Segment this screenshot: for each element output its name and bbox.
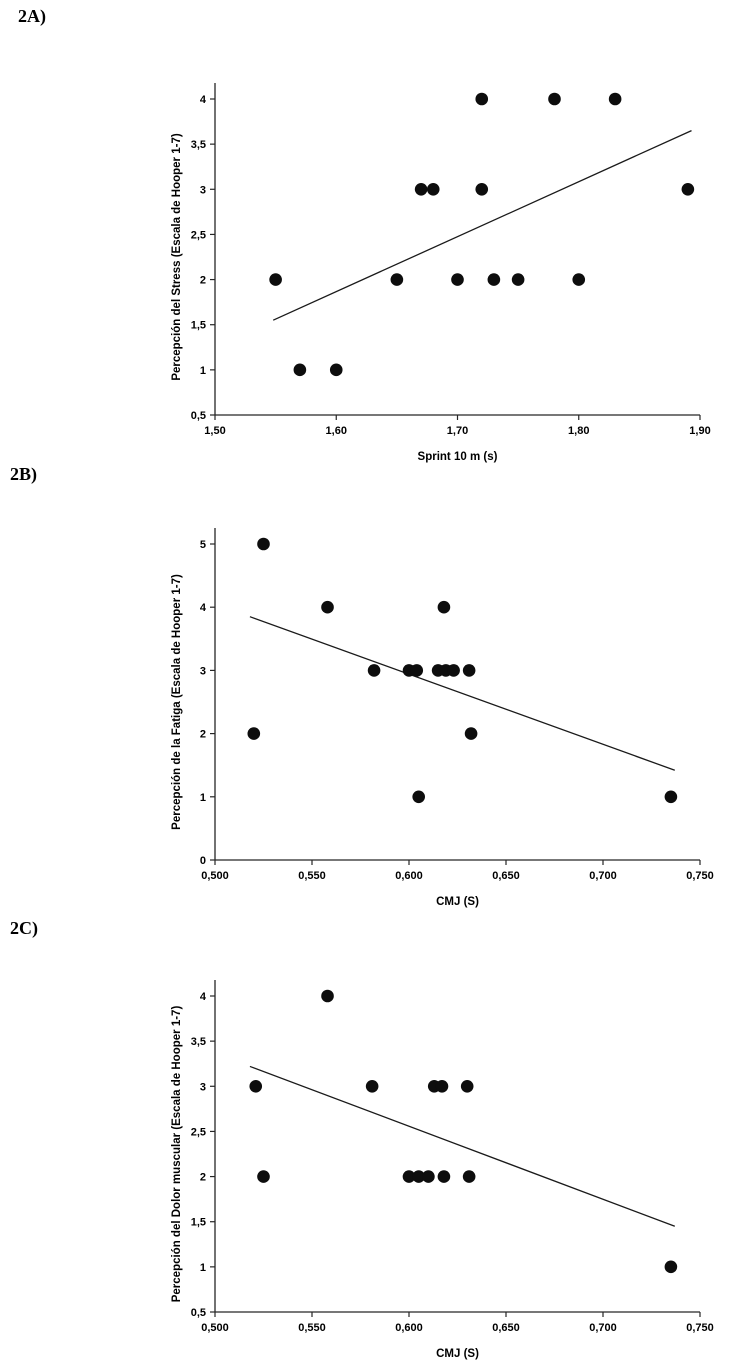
- data-point: [464, 727, 478, 740]
- y-tick-label: 2,5: [191, 1126, 206, 1138]
- data-point: [257, 1170, 270, 1183]
- data-point: [367, 664, 381, 677]
- x-tick-label: 0,500: [201, 1322, 229, 1334]
- data-point: [475, 92, 489, 106]
- y-tick-label: 5: [200, 539, 206, 551]
- y-tick-label: 1: [200, 792, 206, 804]
- y-tick-label: 4: [200, 991, 207, 1003]
- data-point: [412, 790, 426, 804]
- x-tick-label: 0,550: [298, 1322, 326, 1334]
- y-tick-label: 1: [200, 365, 206, 377]
- data-point: [548, 92, 561, 106]
- data-point: [462, 1170, 476, 1183]
- y-tick-label: 3: [200, 1081, 206, 1093]
- data-point: [664, 790, 678, 804]
- x-tick-label: 1,60: [326, 425, 347, 437]
- data-point: [293, 363, 307, 377]
- y-tick-label: 3,5: [191, 139, 206, 151]
- data-point: [475, 182, 489, 196]
- y-tick-label: 2: [200, 1172, 206, 1184]
- data-point: [269, 273, 282, 286]
- y-tick-label: 1,5: [191, 320, 206, 332]
- data-point: [402, 1170, 416, 1183]
- data-point: [321, 989, 334, 1003]
- y-tick-label: 0: [200, 855, 206, 867]
- x-tick-label: 0,500: [201, 870, 229, 882]
- scatter-chart-fatiga-vs-cmj: 0,500 0,550 0,600 0,650 0,700 0,750 0 1 2 3 4 5 CMJ …: [152, 500, 718, 912]
- data-point: [247, 727, 261, 740]
- data-point: [437, 600, 451, 614]
- data-point: [447, 664, 460, 677]
- y-axis-title: Percepción del Stress (Escala de Hooper …: [171, 133, 183, 381]
- data-point: [664, 1260, 678, 1274]
- y-tick-label: 0,5: [191, 1307, 206, 1319]
- y-tick-label: 2,5: [191, 229, 206, 241]
- trend-line: [272, 130, 692, 321]
- y-tick-label: 4: [200, 94, 207, 106]
- y-tick-label: 1: [200, 1262, 206, 1274]
- y-tick-label: 3: [200, 665, 206, 677]
- data-point: [451, 273, 464, 286]
- x-tick-label: 1,80: [568, 425, 589, 437]
- y-tick-label: 3: [200, 184, 206, 196]
- y-axis-title: Percepción de la Fatiga (Escala de Hoope…: [171, 574, 183, 830]
- x-tick-label: 0,750: [686, 870, 714, 882]
- y-tick-label: 3,5: [191, 1036, 206, 1048]
- x-tick-label: 1,90: [689, 425, 710, 437]
- data-point: [329, 363, 343, 377]
- x-tick-label: 0,650: [492, 870, 520, 882]
- data-point: [462, 664, 476, 677]
- data-point: [437, 1170, 451, 1183]
- data-point: [511, 273, 525, 286]
- x-axis-title: Sprint 10 m (s): [418, 451, 498, 463]
- x-tick-label: 0,700: [589, 1322, 617, 1334]
- x-axis-title: CMJ (S): [436, 896, 479, 908]
- chart-canvas: 0,500 0,550 0,600 0,650 0,700 0,750 0 1 2 3 4 5 CMJ …: [171, 528, 714, 908]
- x-tick-label: 1,70: [447, 425, 468, 437]
- data-point: [460, 1079, 474, 1093]
- chart-canvas: 0,500 0,550 0,600 0,650 0,700 0,750 0,5 1 1,5 2 2,…: [171, 980, 714, 1360]
- x-axis-title: CMJ (S): [436, 1348, 479, 1360]
- data-point: [608, 92, 622, 106]
- trend-line: [249, 616, 676, 771]
- data-point: [422, 1170, 435, 1183]
- x-tick-label: 0,700: [589, 870, 617, 882]
- data-point: [572, 273, 586, 286]
- panel-label-2a: 2A): [18, 6, 46, 26]
- x-tick-label: 0,750: [686, 1322, 714, 1334]
- data-point: [321, 600, 334, 614]
- data-point: [435, 1079, 449, 1093]
- data-point: [365, 1079, 379, 1093]
- x-tick-label: 0,650: [492, 1322, 520, 1334]
- scatter-chart-stress-vs-sprint: 1,50 1,60 1,70 1,80 1,90 0,5 1 1,5 2 2,5 3 3,5 4 Spri…: [152, 55, 718, 467]
- data-point: [426, 182, 440, 196]
- data-point: [681, 182, 695, 196]
- y-tick-label: 4: [200, 602, 207, 614]
- y-tick-label: 2: [200, 275, 206, 287]
- data-point: [410, 664, 424, 677]
- trend-line: [249, 1065, 676, 1227]
- scatter-chart-dolor-vs-cmj: 0,500 0,550 0,600 0,650 0,700 0,750 0,5 1 1,5 2 2,…: [152, 952, 718, 1364]
- panel-label-2c: 2C): [10, 918, 38, 938]
- data-point: [390, 273, 404, 286]
- panel-label-2b: 2B): [10, 464, 37, 484]
- y-tick-label: 1,5: [191, 1217, 206, 1229]
- data-point: [487, 273, 501, 286]
- data-point: [414, 182, 428, 196]
- y-tick-label: 2: [200, 729, 206, 741]
- data-point: [412, 1170, 426, 1183]
- data-point: [249, 1079, 263, 1093]
- x-tick-label: 1,50: [204, 425, 225, 437]
- y-tick-label: 0,5: [191, 410, 206, 422]
- x-tick-label: 0,600: [395, 870, 423, 882]
- y-axis-title: Percepción del Dolor muscular (Escala de…: [171, 1006, 183, 1303]
- x-tick-label: 0,550: [298, 870, 326, 882]
- chart-canvas: 1,50 1,60 1,70 1,80 1,90 0,5 1 1,5 2 2,5 3 3,5 4 Spri…: [171, 83, 711, 463]
- x-tick-label: 0,600: [395, 1322, 423, 1334]
- data-point: [257, 537, 270, 551]
